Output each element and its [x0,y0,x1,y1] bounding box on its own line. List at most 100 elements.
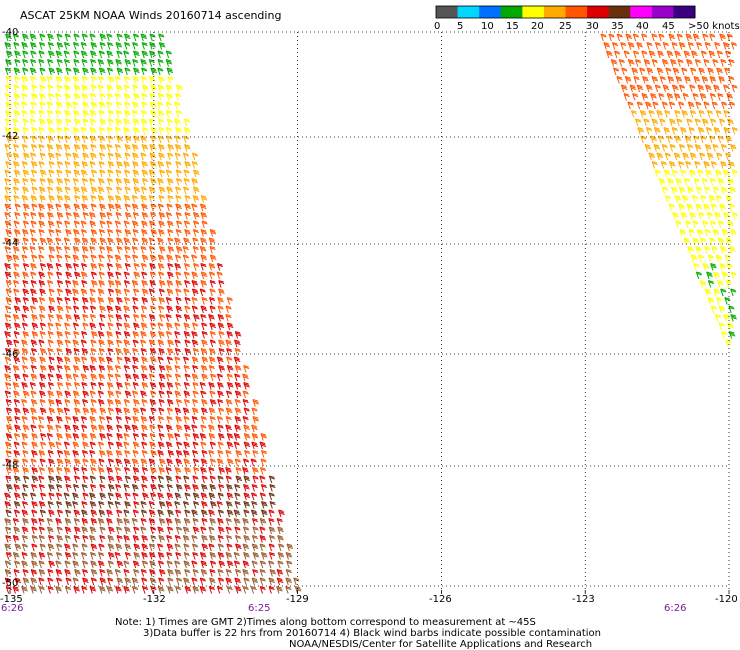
wind-barb [149,441,156,450]
wind-barb [124,67,131,76]
wind-barb [124,373,132,382]
wind-barb [82,535,89,543]
wind-barb [107,552,115,560]
wind-barb [191,509,198,518]
wind-barb [13,492,21,501]
wind-barb [174,186,182,195]
wind-barb [140,322,148,331]
wind-barb [158,577,165,586]
wind-barb [176,84,183,93]
wind-barb [21,501,29,509]
wind-barb [99,93,106,101]
wind-barb [278,543,285,552]
wind-barb [13,331,20,339]
wind-barb [132,382,139,390]
wind-barb [72,110,80,118]
wind-barb [80,263,88,271]
wind-barb [55,144,63,152]
wind-barb [225,518,232,526]
wind-barb [175,169,182,178]
wind-barb [166,399,174,407]
wind-barb [63,407,70,416]
wind-barb [674,135,682,144]
wind-barb [141,535,149,543]
wind-barb [688,229,695,237]
wind-barb [90,543,98,552]
wind-barb [175,458,183,467]
wind-barb [98,135,106,144]
wind-barb [90,169,98,178]
wind-barb [260,458,267,467]
wind-barb [14,416,21,424]
wind-barb [217,305,224,314]
wind-barb [131,424,139,433]
wind-barb [706,152,714,161]
wind-barb [63,365,71,373]
colorbar-segment [522,6,545,18]
wind-barb [4,212,11,220]
wind-barb [234,416,242,424]
wind-barb [148,339,156,348]
wind-barb [648,110,655,118]
wind-barb [665,67,672,76]
wind-barb [47,450,54,458]
wind-barb [183,552,190,560]
wind-barb [48,195,55,203]
wind-barb [703,101,710,110]
wind-barb [47,373,54,382]
wind-barb [158,229,165,237]
wind-barb [72,178,79,186]
wind-barb [653,127,661,135]
wind-barb [81,76,88,84]
wind-barb [48,365,55,373]
wind-barb [167,569,174,577]
wind-barb [55,93,62,101]
wind-barb [652,101,659,110]
wind-barb [5,475,12,484]
wind-barb [47,586,54,594]
wind-barb [704,42,711,50]
wind-barb [201,518,208,526]
wind-barb [277,526,284,535]
wind-barb [175,297,182,305]
wind-barb [65,152,72,161]
wind-barb [89,322,97,331]
wind-barb [30,144,38,152]
wind-barb [175,586,182,594]
wind-barb [148,195,155,203]
wind-barb [623,50,630,59]
wind-barb [48,161,55,169]
wind-barb [81,297,89,305]
wind-barb [82,314,89,322]
wind-barb [124,135,132,144]
wind-barb [718,118,726,127]
wind-barb [89,93,97,101]
time-label-swath1: 6:26 [1,603,24,614]
wind-barb [131,484,139,492]
wind-barb [123,237,131,246]
wind-barb [191,339,199,348]
wind-barb [4,501,12,509]
wind-barb [166,382,174,390]
wind-barb [47,84,54,93]
wind-barb [72,42,80,50]
wind-barb [80,271,88,280]
wind-barb [115,458,123,467]
wind-barb [728,203,735,212]
wind-barb [80,169,88,178]
wind-barb [217,475,224,484]
wind-barb [72,246,80,254]
wind-barb [107,271,114,280]
wind-barb [149,424,156,433]
wind-barb [38,518,45,526]
wind-barb [116,297,123,305]
wind-barb [183,331,191,339]
wind-barb [217,535,224,543]
wind-barb [107,288,115,297]
wind-barb [191,331,198,339]
wind-barb [107,543,115,552]
wind-barb [634,59,642,67]
wind-barb [244,450,251,458]
wind-barb [243,577,250,586]
wind-barb [22,59,29,67]
